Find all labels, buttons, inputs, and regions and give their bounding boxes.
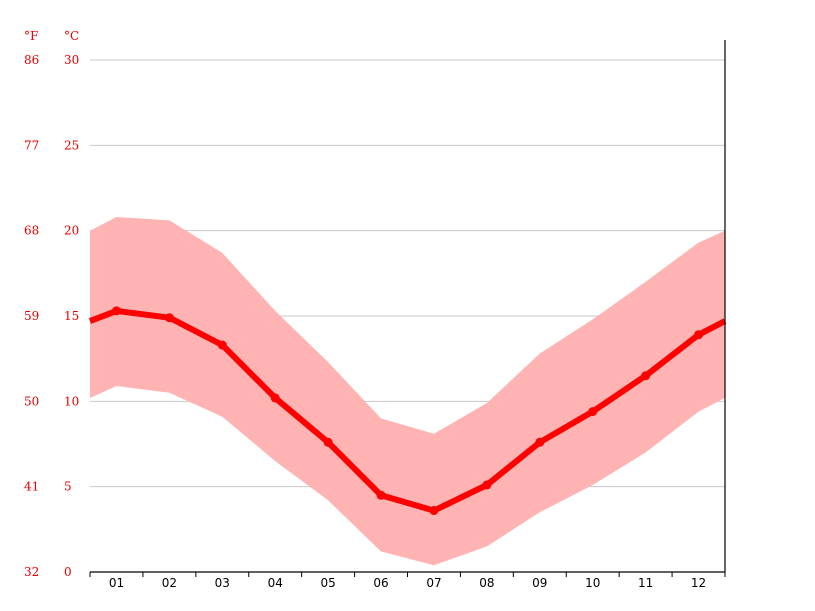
y-tick-label-celsius: 15 [64, 309, 79, 323]
x-tick-label: 09 [532, 576, 547, 590]
y-tick-label-fahrenheit: 59 [24, 309, 39, 323]
y-tick-label-celsius: 25 [64, 138, 79, 152]
y-tick-label-celsius: 5 [64, 480, 72, 494]
data-point [376, 490, 386, 500]
data-point [111, 306, 121, 316]
x-tick-label: 10 [585, 576, 600, 590]
data-point [270, 393, 280, 403]
data-point [429, 506, 439, 516]
y-tick-label-fahrenheit: 41 [24, 480, 39, 494]
range-band-area [90, 217, 725, 566]
average-temperature-series-line [88, 307, 727, 514]
data-point [217, 340, 227, 350]
x-tick-label: 07 [426, 576, 441, 590]
x-tick-label: 11 [638, 576, 653, 590]
axis-labels: °F °C 0 32 5 41 10 50 15 59 20 68 25 77 30 86 01 02 03 04… [24, 29, 706, 590]
y-tick-label-celsius: 0 [64, 565, 72, 579]
x-tick-label: 02 [162, 576, 177, 590]
data-point [323, 437, 333, 447]
y-tick-label-celsius: 10 [64, 394, 79, 408]
x-tick-label: 05 [320, 576, 335, 590]
data-point [694, 330, 704, 340]
x-tick-label: 04 [268, 576, 283, 590]
data-point [641, 371, 651, 381]
axes [89, 40, 726, 577]
y-tick-label-celsius: 30 [64, 53, 79, 67]
x-tick-label: 08 [479, 576, 494, 590]
y-tick-label-celsius: 20 [64, 224, 79, 238]
y-tick-label-fahrenheit: 50 [24, 394, 39, 408]
y-tick-label-fahrenheit: 68 [24, 224, 39, 238]
data-point [535, 437, 545, 447]
y-tick-label-fahrenheit: 86 [24, 53, 39, 67]
y-tick-label-fahrenheit: 77 [24, 138, 39, 152]
x-tick-label: 12 [691, 576, 706, 590]
temperature-range-band [90, 217, 725, 566]
fahrenheit-unit-label: °F [24, 29, 38, 43]
data-point [482, 480, 492, 490]
average-temperature-line [88, 306, 727, 516]
x-tick-label: 03 [215, 576, 230, 590]
data-point [588, 407, 598, 417]
y-tick-label-fahrenheit: 32 [24, 565, 39, 579]
x-tick-label: 06 [373, 576, 388, 590]
x-tick-label: 01 [109, 576, 124, 590]
data-point [164, 313, 174, 323]
celsius-unit-label: °C [64, 29, 79, 43]
